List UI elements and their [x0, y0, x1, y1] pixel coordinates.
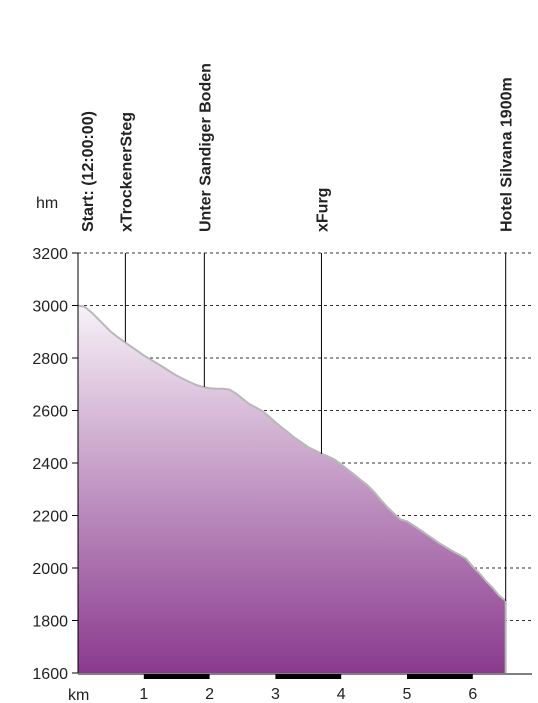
- labels: 3200 3000 2800 2600 2400 2200 2000 1800 1600 Star…: [32, 63, 515, 703]
- x-tick-label: 3: [271, 686, 280, 703]
- x-tick-label: 5: [403, 686, 412, 703]
- elevation-area: [78, 305, 506, 673]
- x-tick-label: 2: [205, 686, 214, 703]
- scale-bar-segment: [143, 674, 210, 679]
- y-axis-unit-label: hm: [36, 195, 58, 212]
- y-tick-label: 3000: [32, 299, 68, 316]
- x-tick-label: 6: [468, 686, 477, 703]
- waypoint-label: xFurg: [314, 188, 331, 232]
- y-tick-label: 1600: [32, 666, 68, 683]
- y-tick-label: 2600: [32, 404, 68, 421]
- axes: [72, 252, 532, 679]
- waypoint-label: Start: (12:00:00): [80, 111, 97, 232]
- scale-bar-segment: [407, 674, 473, 679]
- x-tick-label: 1: [139, 686, 148, 703]
- scale-bar-segment: [275, 674, 342, 679]
- waypoint-label: xTrockenerSteg: [118, 112, 135, 232]
- y-tick-label: 2200: [32, 509, 68, 526]
- waypoint-label: Hotel Silvana 1900m: [499, 77, 516, 232]
- x-axis-unit-label: km: [68, 687, 89, 703]
- waypoint-label: Unter Sandiger Boden: [197, 63, 214, 232]
- y-tick-label: 2400: [32, 456, 68, 473]
- y-tick-label: 1800: [32, 614, 68, 631]
- y-tick-label: 3200: [32, 246, 68, 263]
- y-tick-label: 2000: [32, 561, 68, 578]
- elevation-line: [77, 304, 507, 673]
- x-tick-label: 4: [337, 686, 346, 703]
- waypoint-markers: [124, 253, 507, 601]
- y-tick-label: 2800: [32, 351, 68, 368]
